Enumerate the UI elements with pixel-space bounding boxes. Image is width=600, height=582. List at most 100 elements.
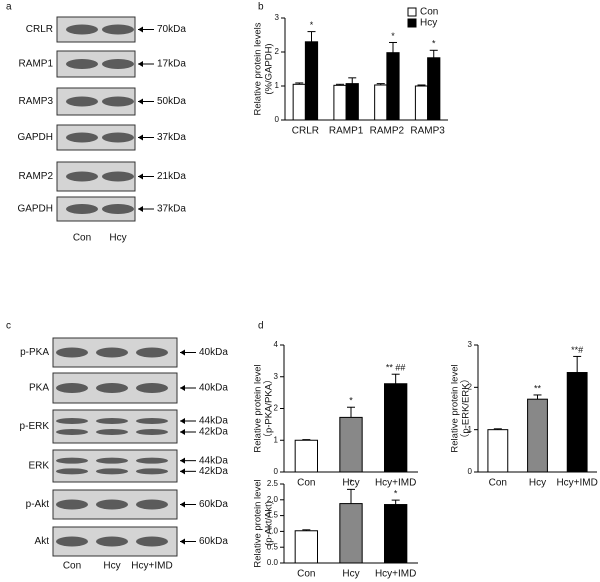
blot-row-label: ERK	[28, 461, 49, 472]
blot-row-label: p-Akt	[26, 499, 50, 510]
blot-band	[136, 383, 168, 393]
molecular-weight: 60kDa	[199, 499, 228, 510]
arrow-head	[138, 98, 143, 105]
y-axis-label: Relative protein levels	[253, 22, 264, 115]
bar	[384, 383, 408, 473]
significance: *	[349, 396, 353, 406]
blot-band	[136, 418, 168, 424]
blot-band	[102, 204, 134, 214]
blot-band	[66, 132, 98, 143]
lane-label: Con	[63, 561, 81, 572]
y-tick-label: 3	[275, 13, 280, 22]
blot-band	[96, 468, 128, 475]
molecular-weight: 40kDa	[199, 383, 228, 394]
arrow-head	[138, 206, 143, 212]
lane-label: Con	[73, 233, 91, 244]
blot-band	[56, 468, 88, 475]
y-axis-label: （p-PKA/PKA）	[263, 374, 275, 442]
x-tick-label: Con	[297, 478, 315, 489]
y-tick-label: 2	[274, 404, 279, 413]
y-axis-label: Relative protein level	[253, 479, 264, 567]
significance: ** ##	[386, 363, 406, 373]
y-axis-label: Relative protein level	[253, 364, 264, 452]
bar	[339, 416, 363, 473]
bar	[427, 57, 441, 121]
blot-band	[66, 204, 98, 214]
legend-label: Hcy	[420, 18, 437, 29]
blot-row-label: RAMP2	[19, 171, 54, 182]
blot-row-label: RAMP3	[19, 96, 54, 107]
blot-row-label: GAPDH	[17, 132, 53, 143]
blot-band	[102, 132, 134, 143]
blot-band	[66, 96, 98, 107]
y-tick-label: 4	[274, 340, 279, 349]
blot-band	[96, 418, 128, 424]
x-tick-label: Hcy+IMD	[375, 569, 416, 580]
y-tick-label: 2.5	[267, 479, 279, 488]
significance: *	[391, 31, 395, 41]
x-tick-label: Con	[489, 478, 507, 489]
blot-band	[56, 347, 88, 358]
y-tick-label: 0	[468, 467, 473, 476]
blot-row-label: p-PKA	[20, 347, 49, 358]
significance: *	[349, 478, 353, 488]
blot-row-label: Akt	[35, 536, 50, 547]
significance: **	[534, 383, 542, 393]
x-tick-label: CRLR	[292, 126, 319, 137]
blot-band	[66, 59, 98, 69]
significance: *	[310, 20, 314, 30]
y-axis-label: （p-ERK/ERK）	[460, 374, 472, 443]
y-tick-label: 0.5	[267, 542, 279, 551]
molecular-weight: 44kDa	[199, 416, 228, 427]
molecular-weight: 37kDa	[157, 132, 186, 143]
arrow-head	[180, 418, 185, 424]
molecular-weight: 37kDa	[157, 204, 186, 215]
blot-band	[136, 499, 168, 510]
blot-band	[96, 457, 128, 464]
blot-band	[102, 171, 134, 182]
bar	[487, 429, 509, 473]
legend-swatch	[407, 7, 417, 17]
y-tick-label: 2	[468, 382, 473, 391]
blot-band	[56, 536, 88, 547]
blot-band	[136, 429, 168, 435]
blot-band	[136, 457, 168, 464]
molecular-weight: 40kDa	[199, 347, 228, 358]
panel-label: c	[6, 321, 11, 332]
molecular-weight: 44kDa	[199, 455, 228, 466]
y-tick-label: 1	[468, 425, 473, 434]
blot-band	[136, 536, 168, 547]
blot-band	[66, 24, 98, 35]
arrow-head	[180, 501, 185, 508]
blot-band	[102, 96, 134, 107]
blot-band	[96, 383, 128, 393]
blot-band	[136, 347, 168, 358]
y-tick-label: 3	[468, 340, 473, 349]
bar	[566, 372, 588, 473]
y-tick-label: 3	[274, 372, 279, 381]
x-tick-label: Hcy+IMD	[375, 478, 416, 489]
blot-row-label: p-ERK	[20, 421, 50, 432]
blot-row-label: GAPDH	[17, 204, 53, 215]
bar	[386, 52, 400, 121]
y-tick-label: 2.0	[267, 495, 279, 504]
y-tick-label: 1.5	[267, 511, 279, 520]
blot-band	[56, 383, 88, 393]
x-tick-label: RAMP2	[370, 126, 405, 137]
lane-label: Hcy	[103, 561, 120, 572]
y-tick-label: 1	[275, 81, 280, 90]
y-tick-label: 0	[275, 115, 280, 124]
arrow-head	[180, 385, 185, 391]
blot-row-label: CRLR	[26, 24, 53, 35]
blot-band	[56, 429, 88, 435]
x-tick-label: Hcy	[342, 478, 359, 489]
bar	[304, 41, 319, 121]
blot-band	[66, 171, 98, 182]
bar	[339, 503, 363, 564]
bar	[292, 83, 306, 121]
molecular-weight: 42kDa	[199, 466, 228, 477]
bar	[294, 530, 318, 564]
significance: *	[394, 488, 398, 498]
blot-band	[102, 59, 134, 69]
x-tick-label: RAMP1	[329, 126, 364, 137]
